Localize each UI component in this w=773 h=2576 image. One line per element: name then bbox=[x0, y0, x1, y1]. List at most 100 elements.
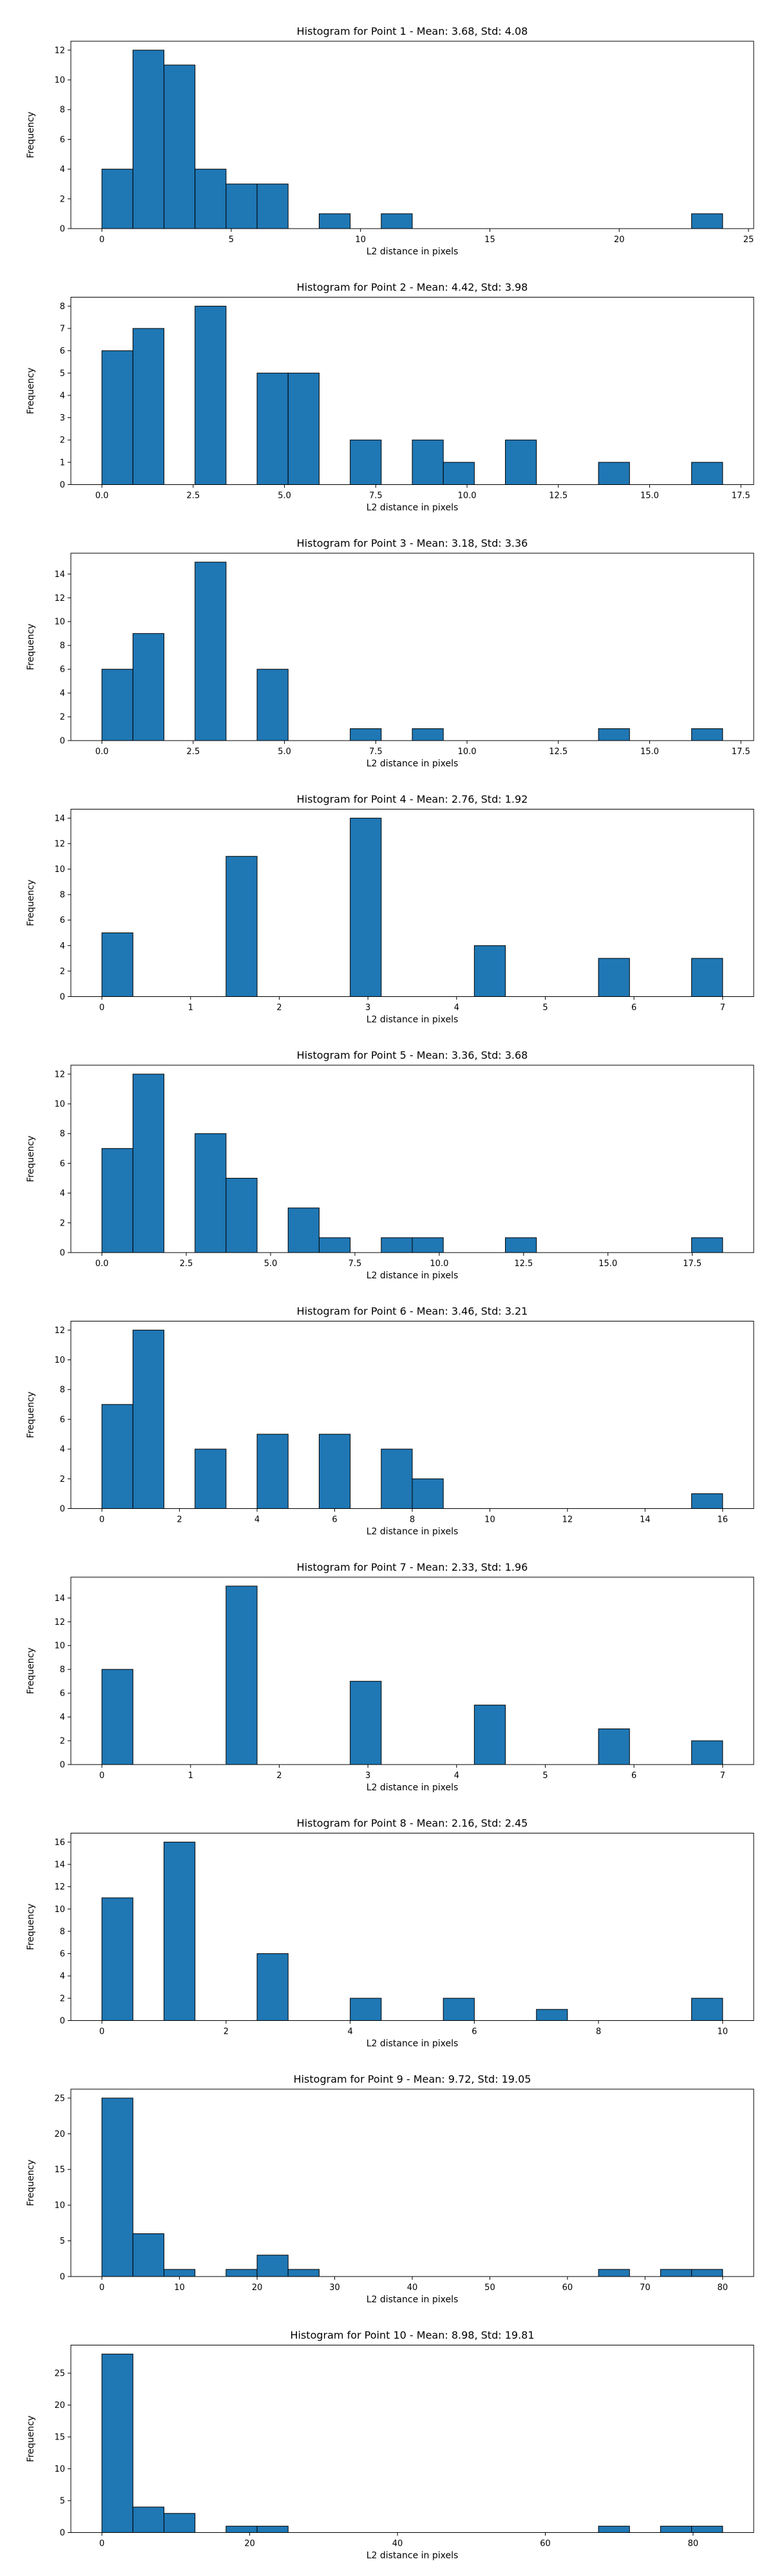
y-tick-label: 4 bbox=[60, 165, 65, 175]
x-tick-label: 2.5 bbox=[187, 747, 200, 757]
histogram-bar bbox=[287, 1208, 320, 1253]
histogram-bar bbox=[350, 728, 382, 741]
y-tick-label: 2 bbox=[60, 436, 65, 446]
x-tick-label: 12.5 bbox=[549, 747, 568, 757]
x-axis-label: L2 distance in pixels bbox=[367, 1271, 459, 1281]
histogram-bar bbox=[132, 1074, 165, 1253]
x-tick-label: 4 bbox=[254, 1515, 260, 1525]
histogram-bar bbox=[691, 462, 723, 485]
y-tick-label: 6 bbox=[60, 346, 65, 356]
histogram-bar bbox=[132, 50, 165, 229]
histogram-bar bbox=[225, 184, 258, 229]
x-tick-label: 30 bbox=[329, 2283, 340, 2293]
x-axis-label: L2 distance in pixels bbox=[367, 1015, 459, 1025]
x-tick-label: 70 bbox=[640, 2283, 651, 2293]
y-tick-label: 10 bbox=[54, 618, 65, 627]
x-tick-label: 40 bbox=[407, 2283, 418, 2293]
x-tick-label: 2.5 bbox=[187, 491, 200, 501]
x-tick-label: 0 bbox=[99, 1771, 104, 1781]
histogram-bar bbox=[660, 2526, 692, 2533]
histogram-bar bbox=[132, 1329, 165, 1510]
x-tick-label: 20 bbox=[244, 2539, 255, 2549]
chart-title: Histogram for Point 4 - Mean: 2.76, Std:… bbox=[297, 793, 528, 806]
y-tick-label: 0 bbox=[60, 2528, 65, 2538]
y-tick-label: 14 bbox=[54, 570, 65, 580]
histogram-bar bbox=[256, 668, 289, 741]
x-tick-label: 15.0 bbox=[598, 1259, 617, 1269]
histogram-bar bbox=[256, 2526, 289, 2533]
y-tick-label: 8 bbox=[60, 106, 65, 115]
axes-frame bbox=[70, 2088, 754, 2277]
x-axis-label: L2 distance in pixels bbox=[367, 503, 459, 513]
y-tick-label: 25 bbox=[54, 2369, 65, 2379]
y-tick-label: 0 bbox=[60, 2273, 65, 2282]
histogram-bar bbox=[101, 1897, 133, 2021]
axes-frame bbox=[70, 809, 754, 997]
x-tick-label: 10.0 bbox=[458, 491, 477, 501]
x-tick-label: 5.0 bbox=[278, 491, 291, 501]
x-tick-label: 0 bbox=[99, 1003, 104, 1013]
x-tick-label: 50 bbox=[484, 2283, 495, 2293]
y-tick-label: 2 bbox=[60, 1475, 65, 1484]
x-tick-label: 10 bbox=[355, 235, 366, 245]
x-tick-label: 14 bbox=[640, 1515, 651, 1525]
x-tick-label: 20 bbox=[614, 235, 625, 245]
histogram-bar bbox=[598, 728, 630, 741]
histogram-bar bbox=[164, 1841, 196, 2022]
histogram-bar bbox=[256, 1953, 289, 2022]
y-tick-label: 5 bbox=[60, 2237, 65, 2246]
x-tick-label: 40 bbox=[392, 2539, 403, 2549]
x-tick-label: 15.0 bbox=[640, 491, 659, 501]
x-tick-label: 8 bbox=[410, 1515, 415, 1525]
histogram-bar bbox=[691, 2269, 723, 2277]
y-tick-label: 6 bbox=[60, 1415, 65, 1425]
x-tick-label: 5.0 bbox=[278, 747, 291, 757]
histogram-bar bbox=[256, 184, 289, 229]
y-tick-label: 10 bbox=[54, 1642, 65, 1651]
histogram-bar bbox=[318, 1434, 351, 1510]
x-tick-label: 25 bbox=[743, 235, 754, 245]
x-tick-label: 17.5 bbox=[683, 1259, 701, 1269]
y-tick-label: 4 bbox=[60, 1713, 65, 1723]
histogram-bar bbox=[101, 2353, 133, 2533]
y-tick-label: 2 bbox=[60, 1218, 65, 1228]
x-tick-label: 7.5 bbox=[369, 491, 383, 501]
y-tick-label: 8 bbox=[60, 891, 65, 900]
x-axis-label: L2 distance in pixels bbox=[367, 2551, 459, 2561]
y-tick-label: 12 bbox=[54, 594, 65, 603]
y-tick-label: 4 bbox=[60, 689, 65, 699]
histogram-bar bbox=[598, 2269, 630, 2277]
x-tick-label: 5.0 bbox=[264, 1259, 278, 1269]
histogram-bar bbox=[101, 933, 133, 998]
histogram-bar bbox=[691, 1493, 723, 1509]
histogram-bar bbox=[164, 64, 196, 229]
histogram-bar bbox=[132, 2233, 165, 2277]
y-tick-label: 3 bbox=[60, 413, 65, 423]
histogram-bar bbox=[101, 169, 133, 229]
y-tick-label: 6 bbox=[60, 916, 65, 925]
x-axis-label: L2 distance in pixels bbox=[367, 759, 459, 769]
histogram-bar bbox=[195, 305, 227, 485]
y-tick-label: 14 bbox=[54, 1861, 65, 1870]
y-tick-label: 15 bbox=[54, 2165, 65, 2175]
histogram-panel-9: 0 10 20 30 40 50 60 70 80 0 5 10 15 20 25 Histogram for… bbox=[26, 2073, 754, 2305]
y-tick-label: 0 bbox=[60, 225, 65, 234]
histogram-bar bbox=[691, 1740, 723, 1765]
x-tick-label: 7.5 bbox=[348, 1259, 362, 1269]
x-tick-label: 2.5 bbox=[180, 1259, 193, 1269]
histogram-bar bbox=[691, 213, 723, 229]
y-tick-label: 25 bbox=[54, 2094, 65, 2103]
x-tick-label: 0 bbox=[99, 2539, 104, 2549]
histogram-bar bbox=[287, 2269, 320, 2277]
x-tick-label: 80 bbox=[688, 2539, 699, 2549]
histogram-bar bbox=[101, 1669, 133, 1765]
x-tick-label: 8 bbox=[596, 2027, 601, 2037]
y-tick-label: 5 bbox=[60, 369, 65, 379]
histogram-bar bbox=[287, 372, 320, 485]
chart-title: Histogram for Point 10 - Mean: 8.98, Std… bbox=[290, 2329, 534, 2342]
y-tick-label: 4 bbox=[60, 1189, 65, 1198]
x-tick-label: 6 bbox=[332, 1515, 337, 1525]
histogram-bar bbox=[132, 328, 165, 485]
x-tick-label: 6 bbox=[472, 2027, 477, 2037]
